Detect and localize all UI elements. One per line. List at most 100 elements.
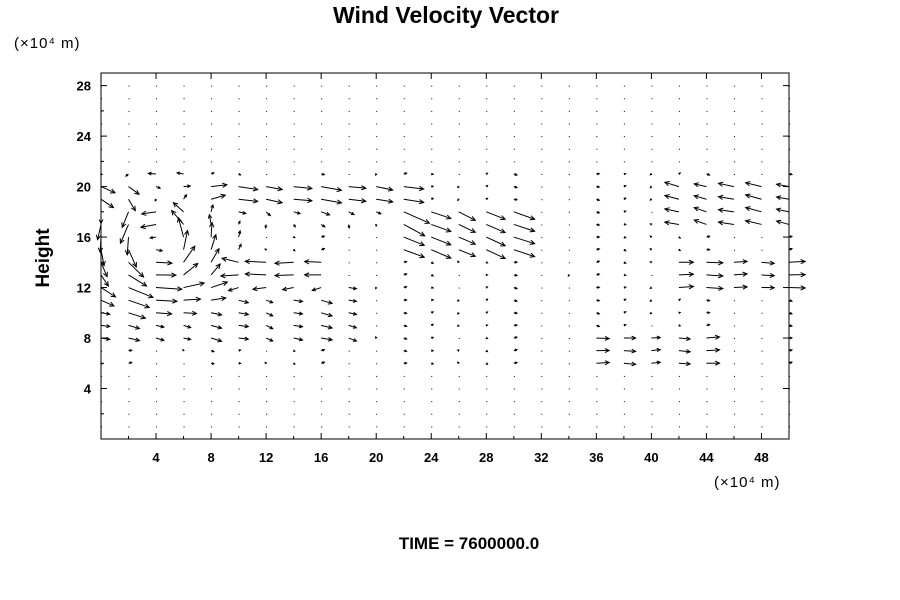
vector-dot <box>458 148 460 150</box>
vector-dot <box>733 237 735 239</box>
vector-arrowhead <box>456 361 460 365</box>
vector-dot <box>733 413 735 415</box>
vector-arrowhead <box>623 311 627 314</box>
vector-dot <box>458 388 460 390</box>
vector-arrowhead <box>800 272 807 278</box>
x-tick-label: 16 <box>314 450 328 465</box>
vector-arrowhead <box>649 261 653 264</box>
vector-dot <box>293 110 295 112</box>
vector-arrow <box>177 217 185 238</box>
vector-dot <box>486 98 488 100</box>
vector-dot <box>376 350 378 352</box>
vector-arrow <box>348 337 357 342</box>
vector-arrowhead <box>597 172 601 176</box>
vector-dot <box>706 375 708 377</box>
vector-dot <box>541 98 543 100</box>
vector-dot <box>678 401 680 403</box>
vector-arrow <box>706 336 720 339</box>
vector-arrowhead <box>742 271 749 277</box>
vector-arrow <box>121 211 129 228</box>
vector-arrowhead <box>529 227 536 233</box>
vector-dot <box>156 350 158 352</box>
vector-dot <box>541 161 543 163</box>
vector-dot <box>128 375 130 377</box>
vector-arrow <box>651 349 661 352</box>
vector-arrowhead <box>404 324 408 328</box>
vector-arrowhead <box>789 361 794 365</box>
vector-dot <box>596 110 598 112</box>
vector-arrowhead <box>693 182 699 188</box>
vector-dot <box>733 300 735 302</box>
vector-arrowhead <box>172 298 179 304</box>
vector-arrow <box>274 274 294 277</box>
x-tick-label: 20 <box>369 450 383 465</box>
vector-dot <box>761 426 763 428</box>
vector-arrowhead <box>623 324 627 327</box>
vector-arrowhead <box>210 203 214 209</box>
vector-arrowhead <box>321 361 326 365</box>
vector-arrowhead <box>119 238 125 245</box>
vector-arrowhead <box>171 272 178 278</box>
vector-dot <box>513 110 515 112</box>
vector-arrow <box>238 312 249 316</box>
vector-arrowhead <box>623 235 627 239</box>
vector-dot <box>541 249 543 251</box>
vector-arrowhead <box>514 273 519 277</box>
vector-arrowhead <box>649 286 653 290</box>
vector-arrowhead <box>789 172 794 176</box>
vector-arrowhead <box>360 198 367 204</box>
vector-arrowhead <box>336 186 343 193</box>
vector-arrow <box>321 324 333 329</box>
vector-arrowhead <box>238 361 242 365</box>
vector-dot <box>623 136 625 138</box>
vector-dot <box>293 136 295 138</box>
vector-arrow <box>245 273 267 276</box>
vector-arrowhead <box>327 337 334 342</box>
vector-arrowhead <box>678 236 682 239</box>
vector-arrowhead <box>678 248 682 251</box>
vector-dot <box>458 426 460 428</box>
vector-arrowhead <box>485 273 489 277</box>
vector-dot <box>348 173 350 175</box>
vector-arrow <box>403 186 424 190</box>
vector-dot <box>541 312 543 314</box>
vector-arrow <box>173 202 184 213</box>
vector-arrowhead <box>217 338 223 343</box>
vector-dot <box>486 85 488 87</box>
vector-arrowhead <box>514 173 519 176</box>
vector-arrowhead <box>135 337 141 343</box>
vector-arrowhead <box>124 250 131 257</box>
vector-arrow <box>376 198 393 203</box>
vector-arrowhead <box>217 311 223 317</box>
vector-arrowhead <box>273 272 280 279</box>
vector-dot <box>211 426 213 428</box>
vector-arrowhead <box>596 210 601 214</box>
x-tick-label: 48 <box>754 450 768 465</box>
vector-arrowhead <box>688 271 695 278</box>
vector-arrow <box>208 214 212 225</box>
vector-arrow <box>211 297 226 301</box>
vector-arrowhead <box>404 285 408 289</box>
vector-dot <box>733 123 735 125</box>
vector-dot <box>541 199 543 201</box>
vector-arrowhead <box>596 324 601 328</box>
vector-arrowhead <box>596 185 601 189</box>
vector-arrow <box>745 182 762 188</box>
x-tick-label: 4 <box>152 450 160 465</box>
x-units-label: (×10⁴ m) <box>714 474 781 491</box>
vector-dot <box>651 388 653 390</box>
vector-arrowhead <box>244 324 250 329</box>
vector-arrow <box>221 257 239 263</box>
vector-arrowhead <box>217 325 223 330</box>
vector-dot <box>348 98 350 100</box>
vector-arrowhead <box>404 260 408 264</box>
vector-arrowhead <box>244 299 250 304</box>
vector-arrow <box>733 260 748 263</box>
plot-frame <box>100 72 790 440</box>
vector-arrowhead <box>129 349 133 352</box>
vector-arrowhead <box>244 258 251 265</box>
vector-arrow <box>238 337 249 340</box>
vector-dot <box>266 413 268 415</box>
vector-arrowhead <box>514 336 519 340</box>
vector-arrow <box>238 186 258 191</box>
